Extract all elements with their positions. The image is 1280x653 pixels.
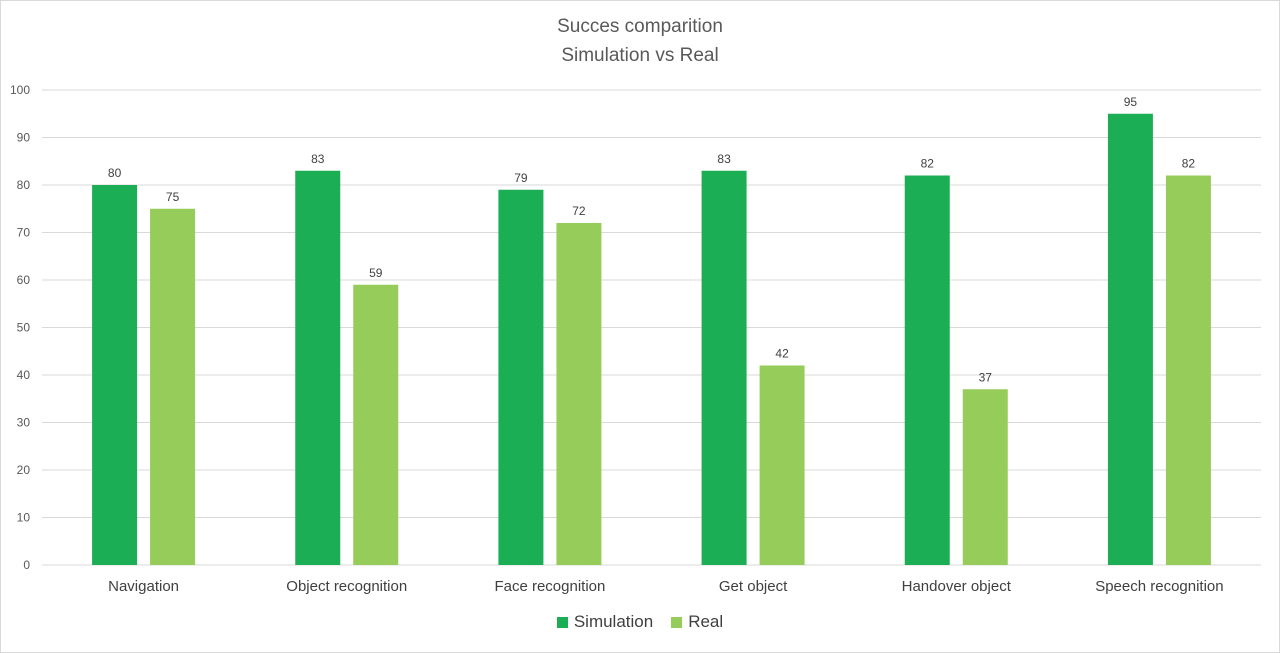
y-tick-label: 0 xyxy=(23,558,30,572)
legend-label-real: Real xyxy=(688,612,724,631)
bar-simulation xyxy=(1107,113,1153,565)
x-tick-label: Speech recognition xyxy=(1095,578,1223,595)
x-tick-label: Handover object xyxy=(902,578,1012,595)
y-tick-label: 20 xyxy=(17,463,31,477)
y-axis-ticks: 0 10 20 30 40 50 60 70 80 90 100 xyxy=(10,83,30,572)
legend-item-simulation: Simulation xyxy=(556,612,654,632)
y-tick-label: 100 xyxy=(10,83,30,97)
x-axis-ticks: Navigation Object recognition Face recogni… xyxy=(108,578,1223,595)
data-label: 83 xyxy=(311,152,325,166)
gridlines xyxy=(42,89,1261,566)
bar-real xyxy=(353,284,399,565)
y-tick-label: 40 xyxy=(17,368,31,382)
data-labels: 80 75 83 59 79 72 83 42 82 37 95 82 xyxy=(108,95,1196,385)
bar-simulation xyxy=(295,170,341,565)
y-tick-label: 60 xyxy=(17,273,31,287)
chart-subtitle: Simulation vs Real xyxy=(561,45,719,66)
bars xyxy=(92,113,1211,565)
bar-simulation xyxy=(904,175,950,565)
legend: Simulation Real xyxy=(1,612,1279,632)
x-tick-label: Object recognition xyxy=(286,578,407,595)
x-tick-label: Navigation xyxy=(108,578,179,595)
data-label: 83 xyxy=(717,152,731,166)
data-label: 42 xyxy=(775,347,789,361)
y-tick-label: 70 xyxy=(17,226,31,240)
legend-swatch-real xyxy=(671,616,683,628)
y-tick-label: 50 xyxy=(17,321,31,335)
legend-swatch-simulation xyxy=(556,616,568,628)
y-tick-label: 90 xyxy=(17,131,31,145)
legend-item-real: Real xyxy=(671,612,723,632)
data-label: 82 xyxy=(1182,157,1196,171)
data-label: 79 xyxy=(514,171,528,185)
y-tick-label: 80 xyxy=(17,178,31,192)
data-label: 82 xyxy=(921,157,935,171)
bar-real xyxy=(1165,175,1211,565)
legend-label-simulation: Simulation xyxy=(573,612,654,631)
bar-real xyxy=(556,223,602,565)
data-label: 80 xyxy=(108,166,122,180)
y-tick-label: 30 xyxy=(17,416,31,430)
bar-simulation xyxy=(92,185,138,565)
bar-real xyxy=(962,389,1008,565)
y-tick-label: 10 xyxy=(17,511,31,525)
bar-simulation xyxy=(498,189,544,565)
data-label: 72 xyxy=(572,204,586,218)
data-label: 37 xyxy=(979,370,993,384)
x-tick-label: Face recognition xyxy=(494,578,605,595)
bar-real xyxy=(759,365,805,565)
data-label: 59 xyxy=(369,266,383,280)
bar-real xyxy=(150,208,196,565)
bar-simulation xyxy=(701,170,747,565)
data-label: 95 xyxy=(1124,95,1138,109)
x-tick-label: Get object xyxy=(719,578,788,595)
chart-title: Succes comparition xyxy=(557,16,723,37)
data-label: 75 xyxy=(166,190,180,204)
